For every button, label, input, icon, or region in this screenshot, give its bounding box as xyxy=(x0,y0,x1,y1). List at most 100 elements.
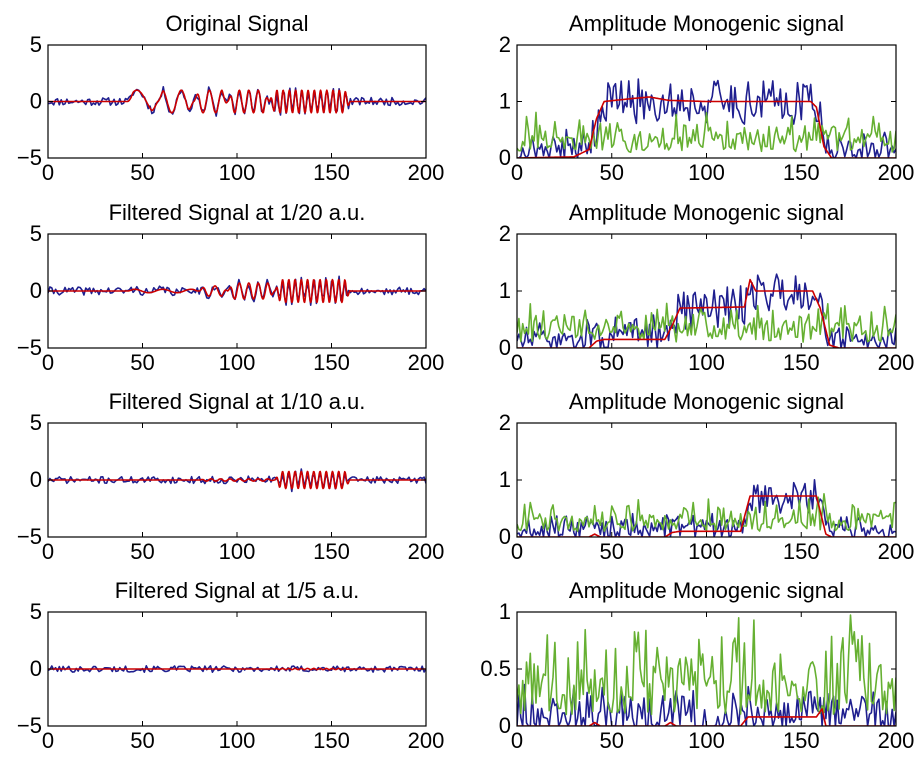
y-tick-label: −5 xyxy=(17,335,42,360)
subplot-title: Amplitude Monogenic signal xyxy=(569,578,844,603)
x-tick-label: 150 xyxy=(783,160,820,185)
y-tick-label: 5 xyxy=(30,599,42,624)
smooth-amplitude-line xyxy=(517,495,896,537)
x-tick-label: 150 xyxy=(313,728,350,753)
y-tick-label: 1 xyxy=(499,89,511,114)
y-tick-label: 1 xyxy=(499,278,511,303)
subplot-title: Amplitude Monogenic signal xyxy=(569,11,844,36)
x-tick-label: 50 xyxy=(600,728,624,753)
x-tick-label: 100 xyxy=(688,350,725,375)
x-tick-label: 200 xyxy=(408,539,445,564)
x-tick-label: 0 xyxy=(42,160,54,185)
x-tick-label: 150 xyxy=(313,350,350,375)
x-tick-label: 200 xyxy=(408,728,445,753)
subplot-title: Filtered Signal at 1/10 a.u. xyxy=(109,389,366,414)
y-tick-label: 0.5 xyxy=(480,656,511,681)
x-tick-label: 150 xyxy=(313,539,350,564)
clean-signal-line xyxy=(48,89,426,114)
x-tick-label: 0 xyxy=(42,539,54,564)
noisy-amplitude-line xyxy=(517,78,896,158)
y-tick-label: 5 xyxy=(30,221,42,246)
x-tick-label: 150 xyxy=(783,350,820,375)
x-tick-label: 50 xyxy=(130,728,154,753)
x-tick-label: 100 xyxy=(219,539,256,564)
clean-signal-line xyxy=(48,470,426,490)
x-tick-label: 200 xyxy=(408,160,445,185)
x-tick-label: 50 xyxy=(600,350,624,375)
y-tick-label: 0 xyxy=(499,713,511,738)
clean-signal-line xyxy=(48,278,426,304)
x-tick-label: 50 xyxy=(130,539,154,564)
plot-area xyxy=(48,664,426,674)
x-tick-label: 0 xyxy=(42,350,54,375)
x-tick-label: 200 xyxy=(878,160,915,185)
y-tick-label: −5 xyxy=(17,145,42,170)
subplot-7: Filtered Signal at 1/5 a.u.0 50 100 150 200−… xyxy=(17,578,444,753)
plot-area xyxy=(48,275,426,307)
x-tick-label: 0 xyxy=(511,160,523,185)
y-tick-label: 0 xyxy=(499,524,511,549)
x-tick-label: 200 xyxy=(878,728,915,753)
clean-signal-line xyxy=(48,667,426,671)
y-tick-label: −5 xyxy=(17,524,42,549)
x-tick-label: 100 xyxy=(688,539,725,564)
y-tick-label: 2 xyxy=(499,410,511,435)
subplot-3: Filtered Signal at 1/20 a.u.0 50 100 150 200… xyxy=(17,200,444,375)
plot-area xyxy=(48,86,426,117)
y-tick-label: 1 xyxy=(499,599,511,624)
x-tick-label: 0 xyxy=(42,728,54,753)
y-tick-label: 1 xyxy=(499,467,511,492)
noise-amplitude-line xyxy=(517,614,896,716)
x-tick-label: 50 xyxy=(130,160,154,185)
x-tick-label: 150 xyxy=(783,728,820,753)
x-tick-label: 50 xyxy=(130,350,154,375)
smooth-amplitude-line xyxy=(517,96,896,158)
x-tick-label: 100 xyxy=(219,160,256,185)
x-tick-label: 0 xyxy=(511,350,523,375)
y-tick-label: 0 xyxy=(30,467,42,492)
subplot-8: Amplitude Monogenic signal 0 50 100 150 200 0 0… xyxy=(480,578,914,753)
plot-area xyxy=(517,273,896,348)
x-tick-label: 50 xyxy=(600,160,624,185)
smooth-amplitude-line xyxy=(517,278,896,348)
plot-area xyxy=(517,78,896,158)
y-tick-label: 0 xyxy=(30,278,42,303)
noise-amplitude-line xyxy=(517,111,896,153)
subplot-title: Filtered Signal at 1/20 a.u. xyxy=(109,200,366,225)
x-tick-label: 0 xyxy=(511,728,523,753)
noise-amplitude-line xyxy=(517,302,896,343)
x-tick-label: 100 xyxy=(219,350,256,375)
subplot-4: Amplitude Monogenic signal 0 50 100 150 200 0 1… xyxy=(499,200,915,375)
y-tick-label: 0 xyxy=(30,656,42,681)
subplot-title: Original Signal xyxy=(165,11,308,36)
x-tick-label: 0 xyxy=(511,539,523,564)
x-tick-label: 150 xyxy=(313,160,350,185)
subplot-2: Amplitude Monogenic signal 0 50 100 150 200 0 1… xyxy=(499,11,915,185)
y-tick-label: 0 xyxy=(499,145,511,170)
subplot-6: Amplitude Monogenic signal 0 50 100 150 200 0 1… xyxy=(499,389,915,564)
y-tick-label: 0 xyxy=(499,335,511,360)
plot-area xyxy=(48,468,426,493)
plot-area xyxy=(517,614,896,726)
x-tick-label: 200 xyxy=(878,539,915,564)
x-tick-label: 100 xyxy=(688,160,725,185)
x-tick-label: 200 xyxy=(408,350,445,375)
subplot-title: Filtered Signal at 1/5 a.u. xyxy=(115,578,360,603)
x-tick-label: 100 xyxy=(688,728,725,753)
x-tick-label: 50 xyxy=(600,539,624,564)
y-tick-label: 0 xyxy=(30,89,42,114)
y-tick-label: −5 xyxy=(17,713,42,738)
noisy-amplitude-line xyxy=(517,273,896,348)
subplot-5: Filtered Signal at 1/10 a.u.0 50 100 150 200… xyxy=(17,389,444,564)
x-tick-label: 200 xyxy=(878,350,915,375)
subplot-title: Amplitude Monogenic signal xyxy=(569,389,844,414)
x-tick-label: 100 xyxy=(219,728,256,753)
x-tick-label: 150 xyxy=(783,539,820,564)
y-tick-label: 2 xyxy=(499,221,511,246)
y-tick-label: 5 xyxy=(30,32,42,57)
y-tick-label: 5 xyxy=(30,410,42,435)
subplot-title: Amplitude Monogenic signal xyxy=(569,200,844,225)
y-tick-label: 2 xyxy=(499,32,511,57)
